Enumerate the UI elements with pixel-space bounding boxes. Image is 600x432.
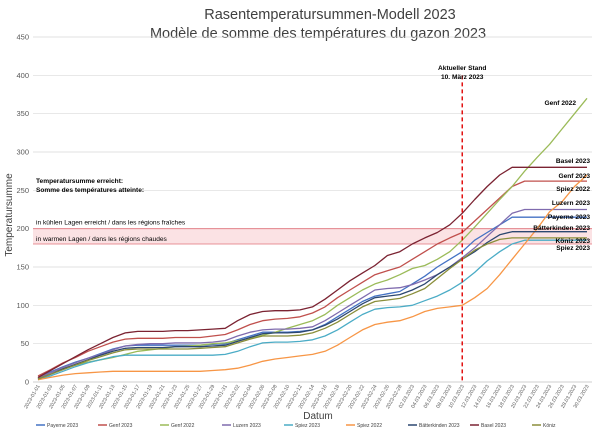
legend-item: Payerne 2023 — [47, 423, 78, 429]
series-line — [37, 180, 587, 377]
legend-item: Köniz — [543, 423, 556, 429]
y-axis-label: Temperatursumme — [4, 173, 15, 257]
series-end-label: Luzern 2023 — [552, 200, 590, 207]
y-tick-label: 50 — [21, 339, 29, 348]
series-end-label: Bätterkinden 2023 — [533, 225, 590, 232]
chart-subtitle: Modèle de somme des températures du gazo… — [150, 26, 486, 42]
series-line — [37, 174, 588, 381]
x-axis-label: Datum — [303, 411, 332, 422]
y-tick-label: 150 — [16, 263, 29, 272]
y-tick-label: 0 — [25, 378, 29, 387]
series-end-label: Genf 2023 — [558, 173, 590, 180]
series-line — [37, 231, 587, 380]
y-tick-label: 350 — [16, 109, 29, 118]
series-line — [37, 237, 587, 380]
y-axis-ticks: 0 50 100 150 200 250 300 350 400 450 — [16, 33, 29, 387]
legend-item: Luzern 2023 — [233, 423, 261, 429]
series-end-label: Genf 2022 — [544, 100, 576, 107]
series-line — [37, 208, 587, 379]
current-state-label: Aktueller Stand — [438, 65, 486, 72]
series-end-label: Payerne 2023 — [548, 214, 590, 221]
y-tick-label: 300 — [16, 148, 29, 157]
current-state-date: 10. März 2023 — [441, 74, 484, 81]
series-end-label: Basel 2023 — [556, 158, 590, 165]
threshold-title-fr: Somme des températures atteinte: — [36, 187, 144, 194]
y-tick-label: 200 — [16, 224, 29, 233]
y-tick-label: 100 — [16, 301, 29, 310]
series-lines — [37, 97, 588, 381]
series-line — [37, 166, 587, 378]
legend-item: Genf 2023 — [109, 423, 133, 429]
x-axis-ticks: 2023-01-012023-01-032023-01-052023-01-07… — [23, 384, 591, 410]
legend-item: Basel 2023 — [481, 423, 506, 429]
series-end-label: Spiez 2023 — [556, 245, 590, 252]
series-line — [37, 97, 588, 379]
series-line — [37, 239, 587, 381]
threshold-title-de: Temperatursumme erreicht: — [36, 178, 123, 185]
band-upper-label: in kühlen Lagen erreicht / dans les régi… — [36, 220, 186, 227]
y-tick-label: 400 — [16, 71, 29, 80]
band-lower-label: in warmen Lagen / dans les régions chaud… — [36, 236, 168, 243]
legend-item: Genf 2022 — [171, 423, 195, 429]
series-end-labels: Payerne 2023 Genf 2023 Genf 2022 Luzern 202… — [533, 100, 590, 252]
legend-item: Spiez 2023 — [295, 423, 320, 429]
series-end-label: Köniz 2023 — [556, 238, 591, 245]
legend-item: Bätterkinden 2023 — [419, 423, 460, 429]
y-tick-label: 450 — [16, 33, 29, 42]
legend-item: Spiez 2022 — [357, 423, 382, 429]
series-end-label: Spiez 2022 — [556, 186, 590, 193]
legend: Payerne 2023 Genf 2023 Genf 2022 Luzern 202… — [36, 423, 556, 429]
chart-title: Rasentemperatursummen-Modell 2023 — [204, 7, 455, 23]
threshold-band — [33, 228, 592, 244]
y-tick-label: 250 — [16, 186, 29, 195]
